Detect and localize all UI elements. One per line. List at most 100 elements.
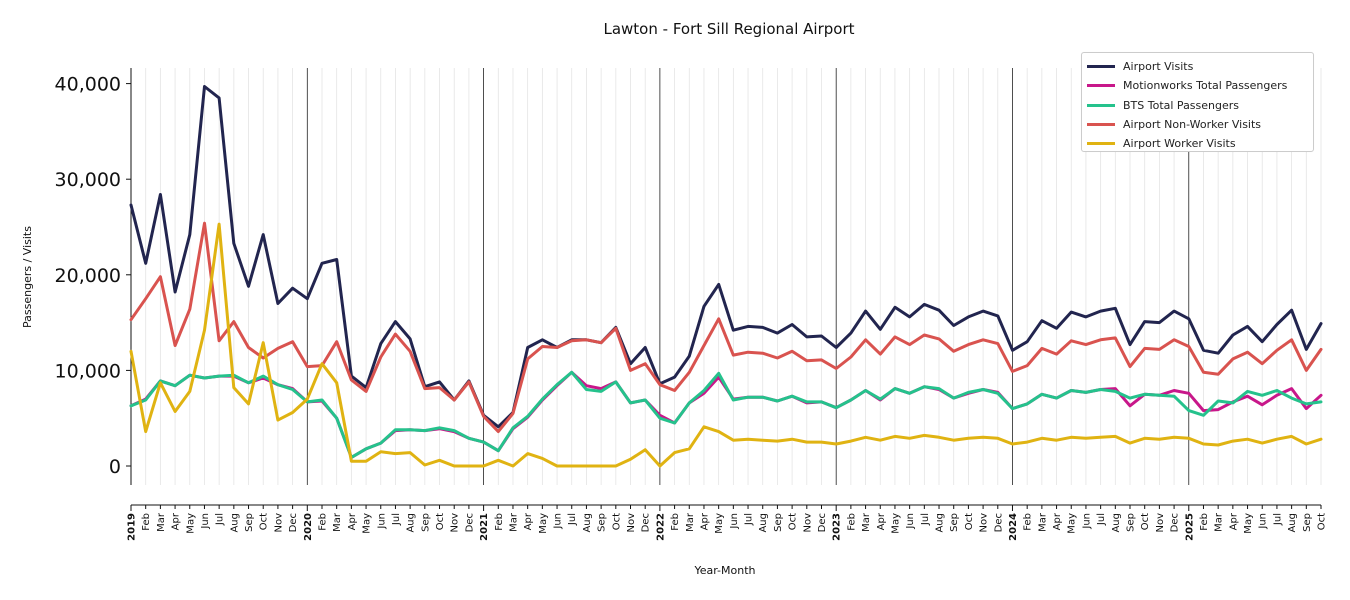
y-tick-label: 30,000 [55, 169, 121, 191]
x-tick-label-month: Jul [215, 513, 226, 526]
legend-swatch [1087, 123, 1115, 127]
legend-label: BTS Total Passengers [1123, 98, 1240, 112]
x-tick-label-month: Apr [171, 512, 182, 530]
legend-swatch [1087, 65, 1115, 69]
y-tick-label: 0 [109, 456, 121, 478]
x-tick-label-month: Aug [758, 513, 769, 533]
legend-item: Airport Worker Visits [1082, 134, 1313, 153]
axes [130, 68, 1321, 506]
legend-swatch [1087, 103, 1115, 107]
legend-label: Airport Worker Visits [1123, 137, 1236, 151]
x-tick-label-month: Jul [744, 513, 755, 526]
x-tick-label-month: May [185, 513, 196, 534]
x-tick-label-month: Jul [391, 513, 402, 526]
x-tick-label-month: Apr [523, 512, 534, 530]
x-tick-label-month: Oct [435, 513, 446, 530]
x-tick-label-month: Aug [935, 513, 946, 533]
x-tick-label-month: Sep [420, 513, 431, 532]
x-tick-label-month: May [538, 513, 549, 534]
x-tick-label-month: Apr [876, 512, 887, 530]
x-tick-label-month: Jul [1272, 513, 1283, 526]
x-tick-label-month: Feb [846, 513, 857, 531]
x-tick-label-month: Sep [244, 513, 255, 532]
x-tick-label-month: Mar [1037, 512, 1048, 532]
x-tick-label-month: Nov [979, 513, 990, 533]
x-tick-label-month: Oct [788, 513, 799, 530]
x-tick-label-year: 2020 [303, 513, 314, 541]
series-line-bts-total-passengers [129, 370, 1323, 459]
x-tick-label-year: 2019 [127, 513, 138, 541]
y-axis-label: Passengers / Visits [21, 226, 34, 328]
y-tick-label: 40,000 [55, 74, 121, 96]
x-axis-label: Year-Month [693, 564, 755, 577]
x-tick-label-month: Dec [1170, 513, 1181, 532]
x-tick-label-month: Aug [406, 513, 417, 533]
x-tick-label-month: Sep [1302, 513, 1313, 532]
x-tick-label-month: Jul [567, 513, 578, 526]
x-tick-label-month: Nov [626, 513, 637, 533]
legend-item: Airport Non-Worker Visits [1082, 115, 1313, 134]
x-tick-label-month: Feb [670, 513, 681, 531]
legend: Airport Visits Motionworks Total Passenge… [1081, 52, 1314, 152]
x-tick-label-month: May [714, 513, 725, 534]
x-tick-label-month: Dec [993, 513, 1004, 532]
x-tick-label-year: 2022 [655, 513, 666, 541]
legend-label: Airport Non-Worker Visits [1123, 118, 1262, 132]
x-tick-label-month: Feb [1199, 513, 1210, 531]
series-line-airport-visits [129, 85, 1323, 429]
x-tick-label-month: Apr [347, 512, 358, 530]
y-tick-label: 20,000 [55, 265, 121, 287]
x-tick-label-month: Jun [1081, 513, 1092, 530]
x-tick-label-month: Feb [141, 513, 152, 531]
x-tick-label-month: Sep [597, 513, 608, 532]
x-tick-label-month: Dec [817, 513, 828, 532]
x-tick-label-month: Feb [1023, 513, 1034, 531]
x-tick-label-month: Jun [200, 513, 211, 530]
series-lines [129, 85, 1323, 468]
x-tick-label-month: Aug [582, 513, 593, 533]
legend-label: Airport Visits [1123, 60, 1194, 74]
x-tick-label-month: Oct [611, 513, 622, 530]
y-axis-ticks: 0 10,000 20,000 30,000 40,000 [55, 74, 131, 478]
x-tick-label-month: Oct [1140, 513, 1151, 530]
x-tick-label-month: Apr [1228, 512, 1239, 530]
x-tick-label-month: Mar [156, 512, 167, 532]
y-tick-label: 10,000 [55, 360, 121, 382]
x-tick-label-month: Aug [229, 513, 240, 533]
x-tick-label-month: Mar [861, 512, 872, 532]
x-tick-label-month: Aug [1111, 513, 1122, 533]
series-line-airport-worker-visits [129, 222, 1323, 468]
series-line-airport-non-worker-visits [129, 221, 1323, 434]
x-tick-label-month: May [1243, 513, 1254, 534]
x-tick-label-year: 2021 [479, 513, 490, 541]
x-tick-label-month: Nov [1155, 513, 1166, 533]
x-tick-label-month: Jun [905, 513, 916, 530]
x-tick-label-month: Oct [259, 513, 270, 530]
x-tick-label-month: Oct [1317, 513, 1328, 530]
legend-item: Airport Visits [1082, 57, 1313, 76]
x-tick-label-year: 2025 [1184, 513, 1195, 541]
x-axis-ticks: 2019 Feb Mar Apr May Jun Jul Aug Sep Oct Nov Dec 202… [127, 505, 1328, 541]
legend-swatch [1087, 142, 1115, 146]
x-tick-label-month: Aug [1287, 513, 1298, 533]
x-tick-label-month: Oct [964, 513, 975, 530]
x-tick-label-month: Jun [729, 513, 740, 530]
x-tick-label-month: Jul [1096, 513, 1107, 526]
x-tick-label-month: May [1067, 513, 1078, 534]
x-tick-label-month: Apr [1052, 512, 1063, 530]
x-tick-label-month: Mar [508, 512, 519, 532]
x-tick-label-month: Mar [332, 512, 343, 532]
legend-swatch [1087, 84, 1115, 88]
x-tick-label-month: May [362, 513, 373, 534]
chart-title: Lawton - Fort Sill Regional Airport [603, 20, 854, 38]
x-tick-label-month: Feb [494, 513, 505, 531]
x-tick-label-month: Sep [949, 513, 960, 532]
legend-item: BTS Total Passengers [1082, 96, 1313, 115]
x-tick-label-month: Feb [317, 513, 328, 531]
legend-item: Motionworks Total Passengers [1082, 76, 1313, 95]
x-tick-label-month: Dec [641, 513, 652, 532]
x-tick-label-month: Dec [288, 513, 299, 532]
x-tick-label-month: Jun [1258, 513, 1269, 530]
legend-label: Motionworks Total Passengers [1123, 79, 1288, 93]
x-tick-label-year: 2024 [1008, 513, 1019, 541]
